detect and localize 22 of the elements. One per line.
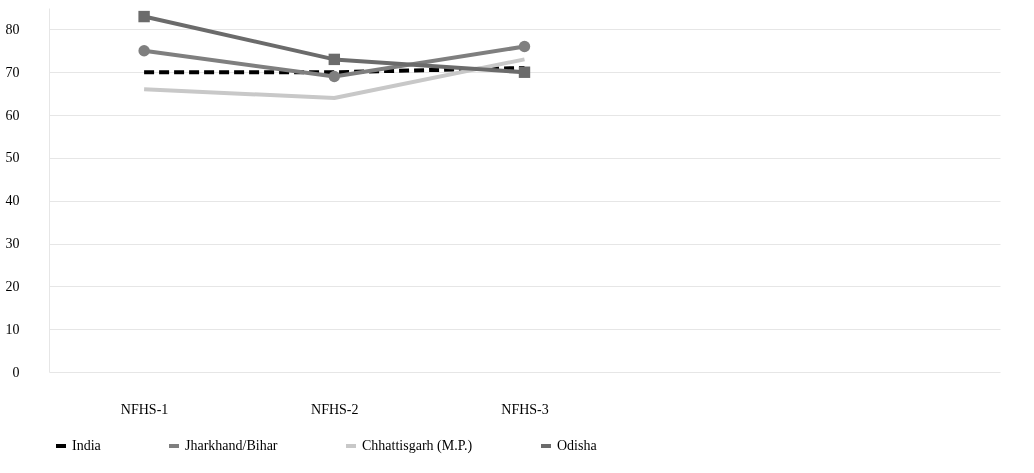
point [328,53,340,66]
y-tick-label: 30 [5,236,20,252]
y-tick-label: 20 [5,278,20,294]
y-tick-label: 0 [12,364,20,380]
point [138,45,150,57]
x-tick-label: NFHS-1 [120,401,169,417]
legend-label: Chhattisgarh (M.P.) [362,438,473,454]
point [518,40,531,53]
x-tick-label: NFHS-2 [311,401,359,417]
y-tick-label: 80 [5,21,20,37]
legend-label: Jharkhand/Bihar [185,438,278,453]
y-tick-label: 60 [5,107,20,123]
y-tick-label: 10 [5,321,20,337]
y-tick-label: 70 [5,64,20,80]
y-tick-label: 40 [5,193,20,209]
point [328,70,340,83]
y-tick-label: 50 [5,150,20,166]
point [518,66,531,78]
legend-label: Odisha [557,438,598,453]
legend-label: India [72,438,102,453]
x-tick-label: NFHS-3 [501,401,549,417]
point [138,10,150,23]
